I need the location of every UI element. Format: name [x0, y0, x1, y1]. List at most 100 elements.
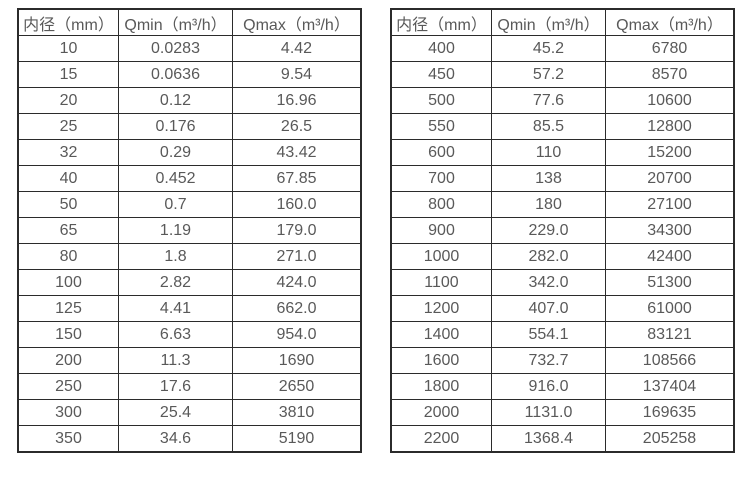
qmax-cell: 12800	[605, 113, 735, 140]
qmin-cell: 1368.4	[491, 425, 606, 453]
diameter-cell: 350	[17, 425, 119, 453]
qmin-cell: 0.176	[118, 113, 233, 140]
table-row: 32 0.29 43.42	[17, 139, 362, 166]
table-row: 600 110 15200	[390, 139, 735, 166]
qmin-cell: 110	[491, 139, 606, 166]
qmax-column-header: Qmax（m³/h）	[232, 8, 362, 36]
qmin-cell: 1131.0	[491, 399, 606, 426]
diameter-cell: 15	[17, 61, 119, 88]
diameter-cell: 400	[390, 35, 492, 62]
qmin-cell: 229.0	[491, 217, 606, 244]
qmax-cell: 1690	[232, 347, 362, 374]
table-row: 1100 342.0 51300	[390, 269, 735, 296]
diameter-cell: 50	[17, 191, 119, 218]
table-row: 200 11.3 1690	[17, 347, 362, 374]
qmin-cell: 85.5	[491, 113, 606, 140]
qmax-cell: 662.0	[232, 295, 362, 322]
diameter-cell: 65	[17, 217, 119, 244]
qmax-cell: 43.42	[232, 139, 362, 166]
diameter-cell: 2000	[390, 399, 492, 426]
qmin-cell: 0.452	[118, 165, 233, 192]
diameter-cell: 300	[17, 399, 119, 426]
table-row: 800 180 27100	[390, 191, 735, 218]
qmax-cell: 108566	[605, 347, 735, 374]
table-row: 1600 732.7 108566	[390, 347, 735, 374]
table-row: 100 2.82 424.0	[17, 269, 362, 296]
diameter-cell: 900	[390, 217, 492, 244]
qmin-cell: 916.0	[491, 373, 606, 400]
diameter-cell: 1000	[390, 243, 492, 270]
qmax-cell: 26.5	[232, 113, 362, 140]
table-row: 20 0.12 16.96	[17, 87, 362, 114]
qmax-cell: 67.85	[232, 165, 362, 192]
diameter-cell: 125	[17, 295, 119, 322]
qmin-cell: 45.2	[491, 35, 606, 62]
qmin-cell: 77.6	[491, 87, 606, 114]
table-row: 2000 1131.0 169635	[390, 399, 735, 426]
table-row: 65 1.19 179.0	[17, 217, 362, 244]
qmin-cell: 57.2	[491, 61, 606, 88]
table-row: 50 0.7 160.0	[17, 191, 362, 218]
table-row: 1000 282.0 42400	[390, 243, 735, 270]
diameter-cell: 600	[390, 139, 492, 166]
diameter-cell: 10	[17, 35, 119, 62]
table-row: 1400 554.1 83121	[390, 321, 735, 348]
qmin-cell: 0.0283	[118, 35, 233, 62]
qmax-cell: 205258	[605, 425, 735, 453]
qmin-cell: 554.1	[491, 321, 606, 348]
diameter-cell: 2200	[390, 425, 492, 453]
header-row: 内径（mm） Qmin（m³/h） Qmax（m³/h）	[390, 8, 735, 36]
diameter-cell: 500	[390, 87, 492, 114]
qmin-cell: 138	[491, 165, 606, 192]
table-row: 350 34.6 5190	[17, 425, 362, 453]
diameter-cell: 1600	[390, 347, 492, 374]
qmin-cell: 0.12	[118, 87, 233, 114]
qmin-cell: 342.0	[491, 269, 606, 296]
qmax-cell: 8570	[605, 61, 735, 88]
qmax-cell: 2650	[232, 373, 362, 400]
qmax-cell: 51300	[605, 269, 735, 296]
qmin-column-header: Qmin（m³/h）	[491, 8, 606, 36]
diameter-cell: 20	[17, 87, 119, 114]
table-row: 500 77.6 10600	[390, 87, 735, 114]
qmax-cell: 10600	[605, 87, 735, 114]
qmax-cell: 179.0	[232, 217, 362, 244]
diameter-cell: 150	[17, 321, 119, 348]
qmax-cell: 3810	[232, 399, 362, 426]
table-row: 1200 407.0 61000	[390, 295, 735, 322]
qmax-cell: 271.0	[232, 243, 362, 270]
flow-table-small-diameters: 内径（mm） Qmin（m³/h） Qmax（m³/h） 10 0.0283 4.42 15…	[17, 8, 362, 453]
table-row: 2200 1368.4 205258	[390, 425, 735, 453]
diameter-column-header: 内径（mm）	[17, 8, 119, 36]
table-row: 40 0.452 67.85	[17, 165, 362, 192]
qmax-cell: 83121	[605, 321, 735, 348]
qmin-cell: 6.63	[118, 321, 233, 348]
qmin-cell: 0.29	[118, 139, 233, 166]
qmin-cell: 407.0	[491, 295, 606, 322]
diameter-column-header: 内径（mm）	[390, 8, 492, 36]
qmax-cell: 160.0	[232, 191, 362, 218]
qmin-cell: 180	[491, 191, 606, 218]
qmax-cell: 61000	[605, 295, 735, 322]
table-row: 450 57.2 8570	[390, 61, 735, 88]
diameter-cell: 1100	[390, 269, 492, 296]
qmin-cell: 732.7	[491, 347, 606, 374]
diameter-cell: 1400	[390, 321, 492, 348]
qmin-cell: 25.4	[118, 399, 233, 426]
diameter-cell: 32	[17, 139, 119, 166]
table-row: 125 4.41 662.0	[17, 295, 362, 322]
qmin-cell: 0.7	[118, 191, 233, 218]
table-row: 700 138 20700	[390, 165, 735, 192]
diameter-cell: 550	[390, 113, 492, 140]
diameter-cell: 100	[17, 269, 119, 296]
qmax-cell: 169635	[605, 399, 735, 426]
qmax-cell: 42400	[605, 243, 735, 270]
diameter-cell: 1800	[390, 373, 492, 400]
diameter-cell: 200	[17, 347, 119, 374]
qmax-cell: 16.96	[232, 87, 362, 114]
table-row: 150 6.63 954.0	[17, 321, 362, 348]
table-row: 15 0.0636 9.54	[17, 61, 362, 88]
diameter-cell: 80	[17, 243, 119, 270]
qmax-column-header: Qmax（m³/h）	[605, 8, 735, 36]
